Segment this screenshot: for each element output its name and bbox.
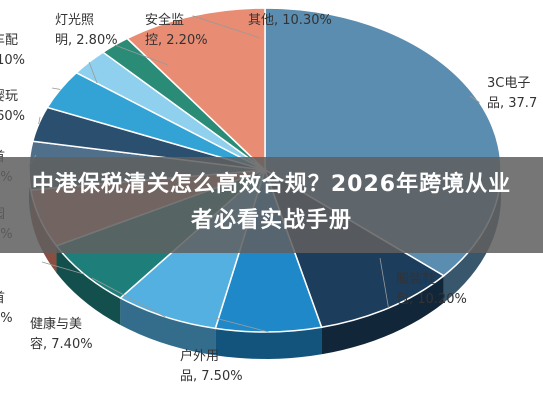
title-banner — [0, 157, 543, 253]
slice-label-9: 灯光照明, 2.80% — [55, 11, 118, 51]
slice-label-line: .60% — [0, 109, 26, 124]
leader-line-1 — [379, 257, 389, 309]
pie-side-3 — [120, 298, 216, 356]
slice-label-line: 服装鞋 — [396, 272, 436, 287]
slice-label-0: 3C电子品, 37.7 — [487, 74, 537, 114]
pie-side-1 — [321, 275, 444, 355]
slice-label-line: 0% — [0, 311, 13, 326]
slice-label-line: .10% — [0, 53, 26, 68]
slice-label-line: 明, 2.80% — [55, 33, 118, 48]
slice-label-line: 3C电子 — [487, 76, 531, 91]
slice-label-4: 首 0% — [0, 289, 13, 329]
slice-label-7: 婴玩 .60% — [0, 87, 25, 127]
slice-label-3: 健康与美容, 7.40% — [30, 315, 93, 355]
slice-label-line: 灯光照 — [55, 13, 95, 28]
pie-side-4 — [56, 245, 121, 325]
leader-line-11 — [192, 15, 261, 39]
slice-label-line: 婴玩 — [0, 89, 19, 104]
slice-label-line: 安全监 — [145, 13, 185, 28]
leader-line-8 — [51, 87, 61, 90]
leader-line-2 — [214, 317, 269, 333]
slice-label-line: 健康与美 — [30, 317, 83, 332]
slice-label-line: 品, 37.7 — [487, 96, 538, 111]
leader-line-0 — [469, 95, 480, 103]
slice-label-11: 其他, 10.30% — [248, 11, 332, 31]
slice-label-8: 车配 .10% — [0, 31, 25, 71]
slice-label-2: 户外用品, 7.50% — [180, 347, 243, 387]
leader-line-9 — [88, 61, 98, 84]
leader-line-7 — [38, 116, 41, 125]
pie-side-2 — [215, 327, 322, 359]
slice-label-line: 品, 7.50% — [180, 369, 243, 384]
slice-label-line: 包, 10.20% — [396, 292, 467, 307]
slice-label-line: 车配 — [0, 33, 19, 48]
slice-label-line: 容, 7.40% — [30, 337, 93, 352]
slice-label-10: 安全监控, 2.20% — [145, 11, 208, 51]
leader-line-3 — [91, 277, 166, 318]
slice-label-line: 其他, 10.30% — [248, 13, 332, 28]
slice-label-line: 控, 2.20% — [145, 33, 208, 48]
article-title: 中港保税清关怎么高效合规？2026年跨境从业者必看实战手册 — [31, 172, 512, 233]
leader-line-4 — [41, 261, 85, 275]
slice-label-1: 服装鞋包, 10.20% — [396, 270, 467, 310]
leader-line-10 — [114, 44, 169, 66]
slice-label-line: 首 — [0, 289, 13, 309]
leader-lines — [28, 15, 480, 333]
pie-slice-11 — [125, 7, 266, 172]
slice-label-line: 户外用 — [180, 349, 220, 364]
